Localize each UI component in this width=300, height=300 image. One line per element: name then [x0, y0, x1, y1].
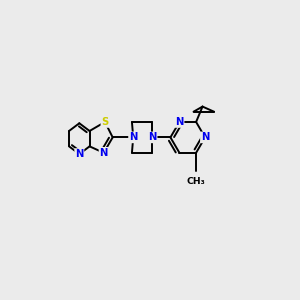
- Text: S: S: [101, 117, 109, 127]
- Text: N: N: [148, 132, 157, 142]
- Text: N: N: [201, 132, 209, 142]
- Text: CH₃: CH₃: [187, 176, 206, 185]
- Text: N: N: [129, 132, 137, 142]
- Text: N: N: [175, 117, 184, 127]
- Text: N: N: [75, 149, 83, 159]
- Text: N: N: [100, 148, 108, 158]
